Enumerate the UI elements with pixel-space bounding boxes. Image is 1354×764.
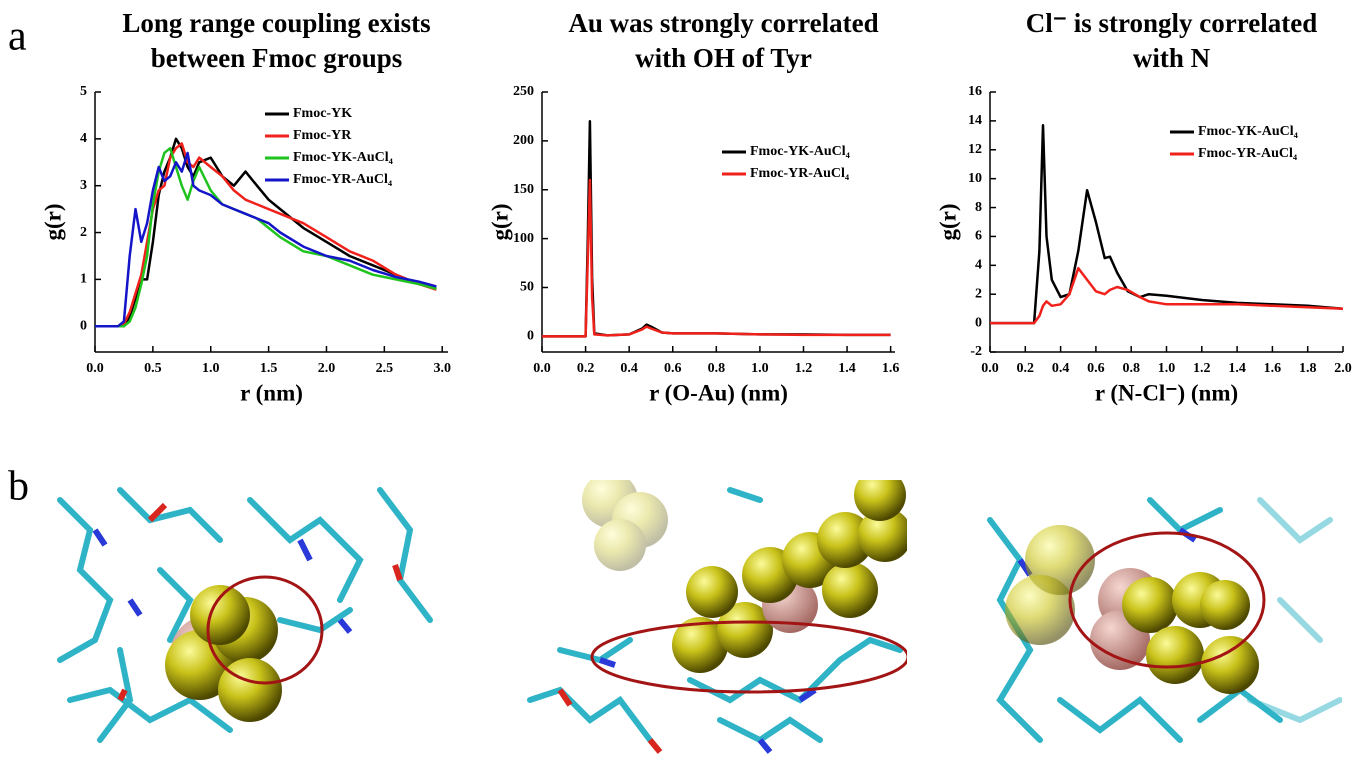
x-tick-label: 2.0: [1334, 361, 1352, 376]
y-tick-label: 14: [968, 113, 982, 128]
molecule-image: [987, 487, 1342, 755]
y-tick-label: 100: [513, 231, 534, 246]
y-tick-label: 0: [975, 315, 982, 330]
x-tick-label: 1.0: [1158, 361, 1176, 376]
x-tick-label: 1.4: [1228, 361, 1246, 376]
x-tick-label: 1.2: [1193, 361, 1211, 376]
chart-title: with OH of Tyr: [635, 43, 812, 73]
x-tick-label: 0.2: [577, 361, 595, 376]
x-tick-label: 0.5: [144, 361, 162, 376]
y-tick-label: 6: [975, 229, 982, 244]
y-tick-label: 50: [520, 280, 534, 295]
y-tick-label: 0: [527, 329, 534, 344]
chart-title: Au was strongly correlated: [568, 8, 878, 38]
series-line: [542, 178, 891, 338]
panel-label: b: [8, 464, 29, 510]
y-tick-label: 200: [513, 133, 534, 148]
chart-title: between Fmoc groups: [151, 43, 402, 73]
x-tick-label: 1.4: [838, 361, 856, 376]
y-tick-label: 2: [80, 225, 87, 240]
y-axis-label: g(r): [40, 203, 65, 240]
x-tick-label: 1.0: [751, 361, 769, 376]
x-tick-label: 0.6: [664, 361, 682, 376]
x-tick-label: 1.2: [795, 361, 813, 376]
y-tick-label: 5: [80, 84, 87, 99]
x-tick-label: 1.5: [260, 361, 278, 376]
x-axis-label: r (O-Au) (nm): [649, 380, 788, 405]
y-tick-label: 0: [80, 318, 87, 333]
y-tick-label: 3: [80, 178, 87, 193]
x-axis-label: r (nm): [240, 380, 303, 405]
x-tick-label: 1.0: [202, 361, 220, 376]
series-line: [990, 123, 1344, 325]
x-tick-label: 0.0: [533, 361, 551, 376]
y-axis-label: g(r): [935, 203, 960, 240]
chart-title: Cl⁻ is strongly correlated: [1026, 8, 1317, 38]
y-tick-label: 16: [968, 84, 982, 99]
legend-label: Fmoc-YR-AuCl₄: [1198, 146, 1298, 161]
legend-label: Fmoc-YR-AuCl₄: [293, 172, 393, 187]
x-tick-label: 2.5: [376, 361, 394, 376]
legend-label: Fmoc-YK-AuCl₄: [293, 150, 394, 165]
y-tick-label: 12: [968, 142, 982, 157]
x-tick-label: 0.8: [708, 361, 726, 376]
y-tick-label: 1: [80, 272, 87, 287]
y-axis-label: g(r): [487, 203, 512, 240]
legend-label: Fmoc-YR-AuCl₄: [750, 166, 850, 181]
x-tick-label: 0.4: [1052, 361, 1070, 376]
x-tick-label: 0.4: [620, 361, 638, 376]
series-line: [990, 266, 1344, 325]
x-tick-label: 1.6: [1264, 361, 1282, 376]
series-line: [95, 151, 437, 328]
chart-title: with N: [1133, 43, 1211, 73]
y-tick-label: 4: [975, 258, 982, 273]
molecule-image: [55, 480, 445, 755]
molecule-image: [527, 480, 907, 755]
x-tick-label: 0.6: [1087, 361, 1105, 376]
series-line: [95, 137, 437, 328]
x-tick-label: 0.0: [981, 361, 999, 376]
y-tick-label: 250: [513, 84, 534, 99]
y-tick-label: 4: [80, 131, 87, 146]
legend-label: Fmoc-YR: [293, 128, 352, 143]
x-tick-label: 2.0: [318, 361, 336, 376]
series-line: [95, 142, 437, 328]
x-axis-label: r (N-Cl⁻) (nm): [1095, 380, 1238, 405]
legend-label: Fmoc-YK-AuCl₄: [1198, 124, 1299, 139]
chart-title: Long range coupling exists: [122, 8, 430, 38]
legend-label: Fmoc-YK-AuCl₄: [750, 144, 851, 159]
x-tick-label: 1.6: [882, 361, 900, 376]
x-tick-label: 1.8: [1299, 361, 1317, 376]
y-tick-label: 10: [968, 171, 982, 186]
y-tick-label: 150: [513, 182, 534, 197]
y-tick-label: 8: [975, 200, 982, 215]
x-tick-label: 0.8: [1122, 361, 1140, 376]
x-tick-label: 3.0: [433, 361, 451, 376]
y-tick-label: -2: [970, 344, 982, 359]
panel-label: a: [8, 14, 27, 60]
y-tick-label: 2: [975, 286, 982, 301]
x-tick-label: 0.0: [86, 361, 104, 376]
legend-label: Fmoc-YK: [293, 106, 352, 121]
x-tick-label: 0.2: [1017, 361, 1035, 376]
